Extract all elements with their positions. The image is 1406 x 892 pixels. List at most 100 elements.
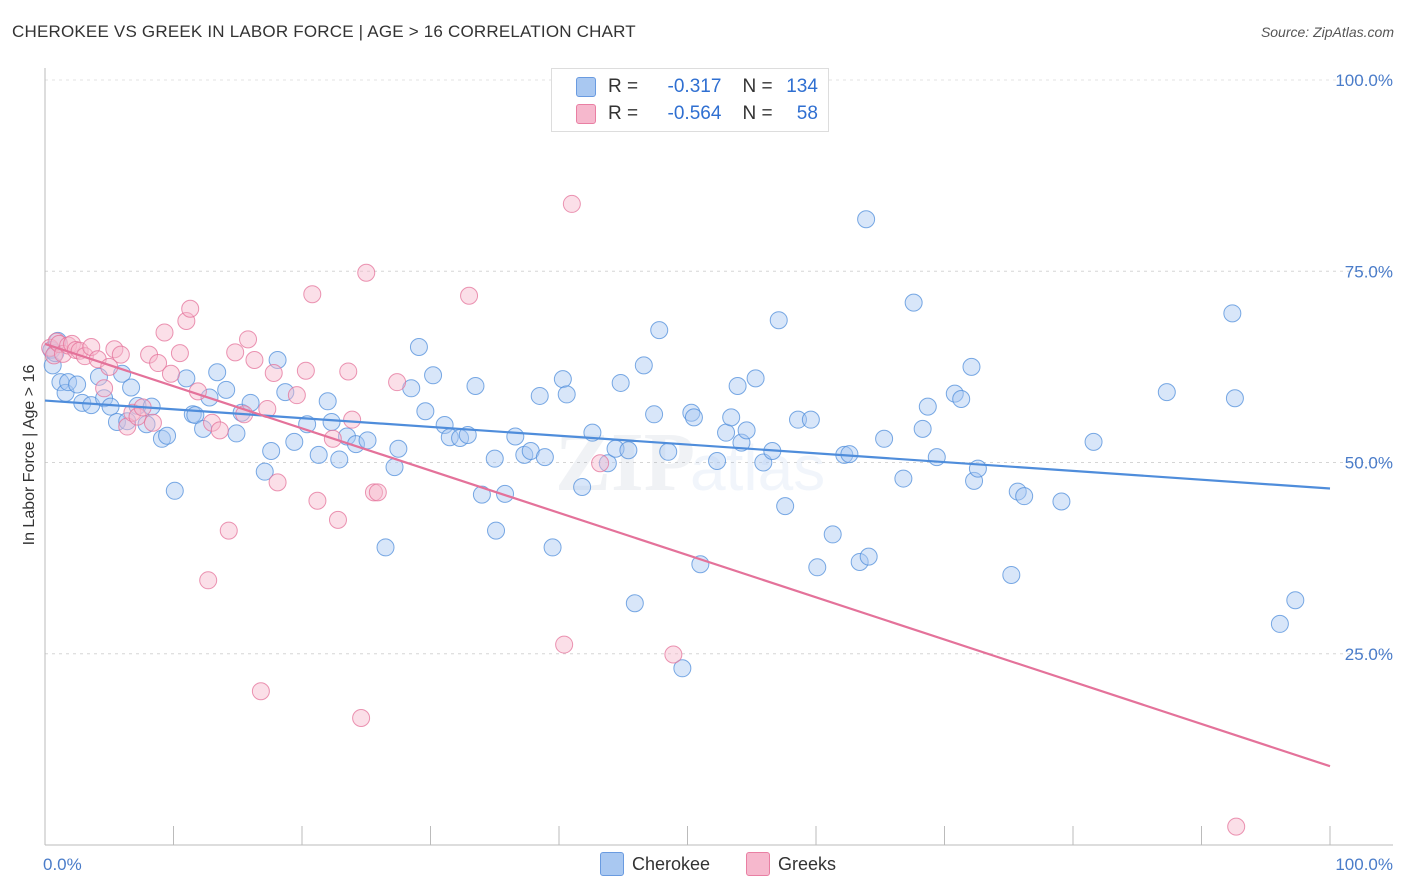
legend-label-cherokee: Cherokee (632, 853, 711, 874)
data-point (152, 429, 171, 448)
data-point (776, 497, 795, 516)
data-point (859, 547, 878, 566)
data-point (722, 408, 741, 427)
data-point (388, 373, 407, 392)
data-point (296, 361, 315, 380)
data-point (460, 286, 479, 305)
data-point (137, 415, 156, 434)
data-point (1227, 817, 1246, 836)
legend-swatch-cherokee (600, 852, 624, 876)
data-point (199, 571, 218, 590)
legend-n-value: 134 (786, 76, 818, 97)
source-label: Source: ZipAtlas.com (1260, 24, 1394, 40)
data-point (645, 405, 664, 424)
data-point (143, 413, 162, 432)
data-point (808, 558, 827, 577)
data-point (850, 552, 869, 571)
data-point (557, 385, 576, 404)
data-point (708, 451, 727, 470)
data-point (245, 350, 264, 369)
legend-row-greeks: R = -0.564 N = 58 (576, 102, 818, 126)
data-point (308, 491, 327, 510)
grid-lines (45, 79, 1393, 655)
y-axis-label: In Labor Force | Age > 16 (21, 365, 38, 546)
legend-r-value: -0.317 (667, 76, 722, 97)
data-point (264, 363, 283, 382)
data-point (128, 407, 147, 426)
data-point (210, 421, 229, 440)
data-point (177, 311, 196, 330)
data-point (203, 413, 222, 432)
data-point (591, 454, 610, 473)
y-tick-labels: 25.0% 50.0% 75.0% 100.0% (1335, 71, 1393, 664)
x-tick-label: 100.0% (1335, 855, 1393, 874)
data-point (801, 410, 820, 429)
chart-title: CHEROKEE VS GREEK IN LABOR FORCE | AGE >… (12, 22, 636, 41)
legend-row-cherokee: R = -0.317 N = 134 (576, 75, 818, 99)
data-point (364, 483, 383, 502)
legend-n-label: N = (742, 103, 773, 124)
data-point (409, 337, 428, 356)
data-point (650, 321, 669, 340)
svg-text:ZIP: ZIP (555, 416, 695, 509)
data-point (226, 343, 245, 362)
data-point (562, 194, 581, 213)
data-point (268, 473, 287, 492)
data-point (619, 441, 638, 460)
data-point (303, 285, 322, 304)
data-point (1008, 482, 1027, 501)
legend-r-label: R = (608, 103, 639, 124)
data-point (328, 510, 347, 529)
data-point (285, 432, 304, 451)
data-point (634, 356, 653, 375)
y-tick-label: 50.0% (1345, 454, 1393, 473)
data-point (101, 397, 120, 416)
data-point (357, 263, 376, 282)
data-point (424, 366, 443, 385)
data-point (1002, 565, 1021, 584)
data-point (506, 427, 525, 446)
data-point (543, 538, 562, 557)
data-point (625, 594, 644, 613)
data-point (343, 410, 362, 429)
data-point (485, 449, 504, 468)
x-tick-label: 0.0% (43, 855, 82, 874)
data-point (239, 330, 258, 349)
series-legend: Cherokee Greeks (0, 852, 1406, 876)
legend-swatch-greeks (576, 104, 596, 124)
data-point (318, 392, 337, 411)
y-tick-label: 100.0% (1335, 71, 1393, 90)
y-tick-label: 25.0% (1345, 645, 1393, 664)
data-point (68, 375, 87, 394)
data-point (158, 426, 177, 445)
data-point (466, 377, 485, 395)
data-point (1225, 389, 1244, 408)
data-point (962, 357, 981, 376)
data-point (155, 323, 174, 342)
legend-item-cherokee: Cherokee (600, 852, 710, 876)
data-point (472, 485, 491, 504)
data-point (553, 370, 572, 389)
series-greeks (41, 194, 1246, 836)
data-point (1223, 304, 1242, 323)
data-point (309, 445, 328, 464)
data-point (322, 412, 341, 431)
data-point (1052, 492, 1071, 511)
data-point (358, 431, 377, 450)
data-point (769, 311, 788, 330)
data-point (161, 364, 180, 383)
data-point (611, 373, 630, 392)
data-point (208, 363, 227, 382)
data-point (659, 442, 678, 461)
stats-legend: R = -0.317 N = 134 R = -0.564 N = 58 (551, 68, 829, 132)
data-point (262, 442, 281, 461)
data-point (598, 454, 617, 473)
legend-item-greeks: Greeks (746, 852, 836, 876)
data-point (177, 369, 196, 388)
data-point (122, 378, 141, 397)
data-point (352, 709, 371, 728)
legend-r-label: R = (608, 76, 639, 97)
legend-label-greeks: Greeks (778, 853, 837, 874)
data-point (717, 423, 736, 442)
data-point (684, 408, 703, 427)
